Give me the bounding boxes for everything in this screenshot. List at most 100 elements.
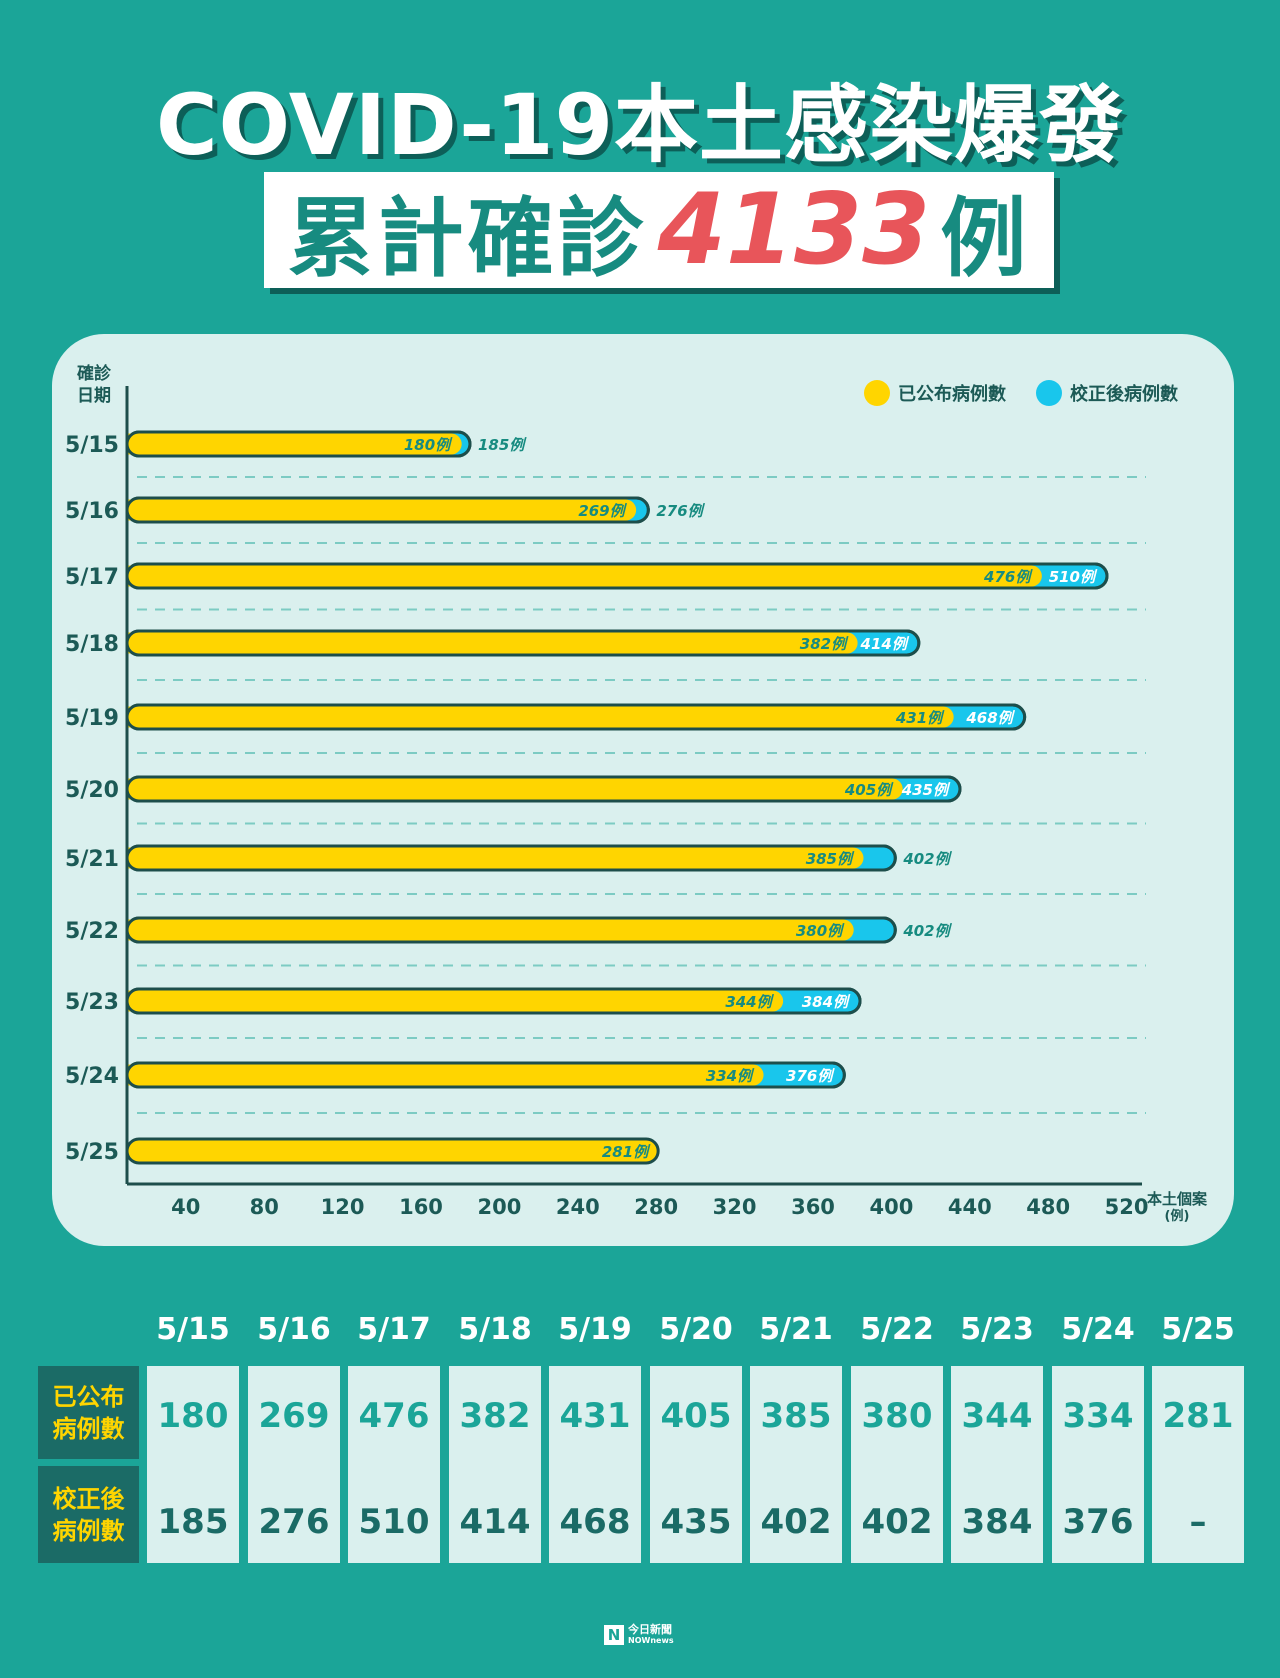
bar-published-base: [128, 919, 149, 941]
nownews-logo-icon: N: [604, 1625, 624, 1645]
table-date-header: 5/15: [156, 1312, 230, 1347]
data-label-published: 344例: [725, 993, 774, 1011]
table-column: 431 468: [549, 1366, 641, 1563]
y-category-label: 5/25: [65, 1140, 119, 1165]
y-axis-label: 日期: [77, 386, 111, 406]
bar-outline: [125, 916, 897, 944]
bar-published: [128, 847, 864, 869]
bar-outline: [125, 844, 897, 872]
bar-published-base: [128, 565, 149, 587]
table-column: 344 384: [951, 1366, 1043, 1563]
table-date-header: 5/20: [659, 1312, 733, 1347]
bar-published-base: [128, 433, 149, 455]
data-label-corrected: 384例: [802, 993, 851, 1011]
table-cell-published: 180: [157, 1396, 229, 1436]
table-column: 380 402: [851, 1366, 943, 1563]
data-label-published: 281例: [602, 1143, 651, 1161]
bar-outline: [125, 430, 472, 458]
bar-outline: [125, 775, 962, 803]
table-cell-published: 380: [861, 1396, 933, 1436]
table-column: 385 402: [750, 1366, 842, 1563]
table-cell-published: 431: [559, 1396, 631, 1436]
bar-published-base: [128, 847, 149, 869]
bar-published: [128, 778, 903, 800]
legend-corrected-label: 校正後病例數: [1070, 384, 1178, 405]
y-category-label: 5/18: [65, 632, 119, 657]
bar-outline: [125, 703, 1027, 731]
table-cell-published: 405: [660, 1396, 732, 1436]
table-date-header: 5/19: [558, 1312, 632, 1347]
bar-published: [128, 499, 637, 521]
data-label-corrected: 402例: [902, 850, 952, 868]
table-column: 405 435: [650, 1366, 742, 1563]
data-label-published: 385例: [806, 850, 855, 868]
legend-published: 已公布病例數: [864, 380, 1006, 406]
data-label-corrected: 414例: [860, 635, 910, 653]
x-tick-label: 400: [869, 1195, 913, 1219]
table-cell-corrected: 376: [1062, 1502, 1134, 1542]
data-label-corrected: 276例: [656, 502, 705, 520]
x-tick-label: 120: [321, 1195, 365, 1219]
bar-published-base: [128, 1064, 149, 1086]
data-label-published: 380例: [796, 922, 845, 940]
table-date-header: 5/18: [458, 1312, 532, 1347]
y-axis-label: 確診: [77, 363, 112, 384]
bar-published: [128, 565, 1042, 587]
table-cell-published: 344: [961, 1396, 1033, 1436]
table-row-header-published-label: 已公布 病例數: [52, 1382, 125, 1443]
bar-published: [128, 990, 784, 1012]
table-date-header: 5/24: [1061, 1312, 1135, 1347]
nownews-logo: N 今日新聞 NOWnews: [604, 1624, 674, 1646]
table-column: 281 –: [1152, 1366, 1244, 1563]
bar-published-base: [128, 632, 149, 654]
table-cell-corrected: 384: [961, 1502, 1033, 1542]
data-label-corrected: 185例: [478, 436, 527, 454]
banner-prefix: 累計確診: [287, 188, 648, 289]
y-category-label: 5/16: [65, 499, 119, 524]
bar-published-base: [128, 990, 149, 1012]
table-cell-published: 281: [1162, 1396, 1234, 1436]
table-cell-corrected: 402: [861, 1502, 933, 1542]
y-category-label: 5/21: [65, 847, 119, 872]
y-category-label: 5/17: [65, 565, 119, 590]
x-tick-label: 320: [713, 1195, 757, 1219]
table-date-header: 5/22: [860, 1312, 934, 1347]
bar-published: [128, 706, 954, 728]
x-tick-label: 200: [477, 1195, 521, 1219]
y-category-label: 5/20: [65, 778, 119, 803]
table-cell-corrected: 435: [660, 1502, 732, 1542]
table-cell-published: 476: [358, 1396, 430, 1436]
table-date-header: 5/16: [257, 1312, 331, 1347]
y-category-label: 5/15: [65, 433, 119, 458]
table-row-header-corrected: 校正後 病例數: [38, 1466, 139, 1563]
bar-outline: [125, 629, 921, 657]
table-cell-corrected: 510: [358, 1502, 430, 1542]
x-tick-label: 160: [399, 1195, 443, 1219]
bar-chart-panel: 確診 日期 本土個案 (例) 40 80 120 160 200 240 280 320 360 400 4…: [52, 334, 1234, 1246]
table-column: 269 276: [248, 1366, 340, 1563]
legend-corrected: 校正後病例數: [1036, 380, 1178, 406]
legend-yellow-dot-icon: [864, 380, 890, 406]
data-label-corrected: 510例: [1049, 568, 1098, 586]
legend-blue-dot-icon: [1036, 380, 1062, 406]
table-cell-published: 385: [760, 1396, 832, 1436]
y-category-label: 5/24: [65, 1064, 119, 1089]
logo-line-1: 今日新聞: [628, 1623, 672, 1636]
table-column: 334 376: [1052, 1366, 1144, 1563]
y-category-label: 5/19: [65, 706, 119, 731]
data-label-published: 431例: [895, 709, 945, 727]
table-date-header: 5/17: [357, 1312, 431, 1347]
legend-published-label: 已公布病例數: [898, 384, 1006, 405]
data-label-corrected: 468例: [965, 709, 1015, 727]
x-tick-label: 440: [948, 1195, 992, 1219]
banner-suffix: 例: [940, 188, 1031, 289]
page-title: COVID-19本土感染爆發: [155, 76, 1125, 174]
data-label-published: 476例: [983, 568, 1033, 586]
bar-outline: [125, 496, 650, 524]
table-row-header-published: 已公布 病例數: [38, 1366, 139, 1459]
bar-outline: [125, 562, 1109, 590]
x-tick-label: 480: [1026, 1195, 1070, 1219]
x-axis-label: 本土個案: [1147, 1190, 1208, 1208]
table-date-header: 5/21: [759, 1312, 833, 1347]
